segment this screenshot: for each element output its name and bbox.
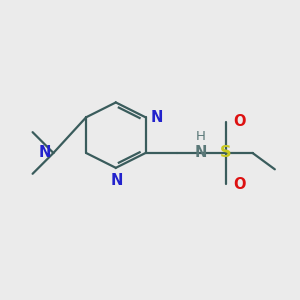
- Text: O: O: [233, 177, 246, 192]
- Text: N: N: [194, 146, 207, 160]
- Text: N: N: [151, 110, 163, 125]
- Text: N: N: [111, 173, 124, 188]
- Text: O: O: [233, 114, 246, 129]
- Text: S: S: [220, 146, 232, 160]
- Text: N: N: [39, 146, 51, 160]
- Text: H: H: [196, 130, 206, 142]
